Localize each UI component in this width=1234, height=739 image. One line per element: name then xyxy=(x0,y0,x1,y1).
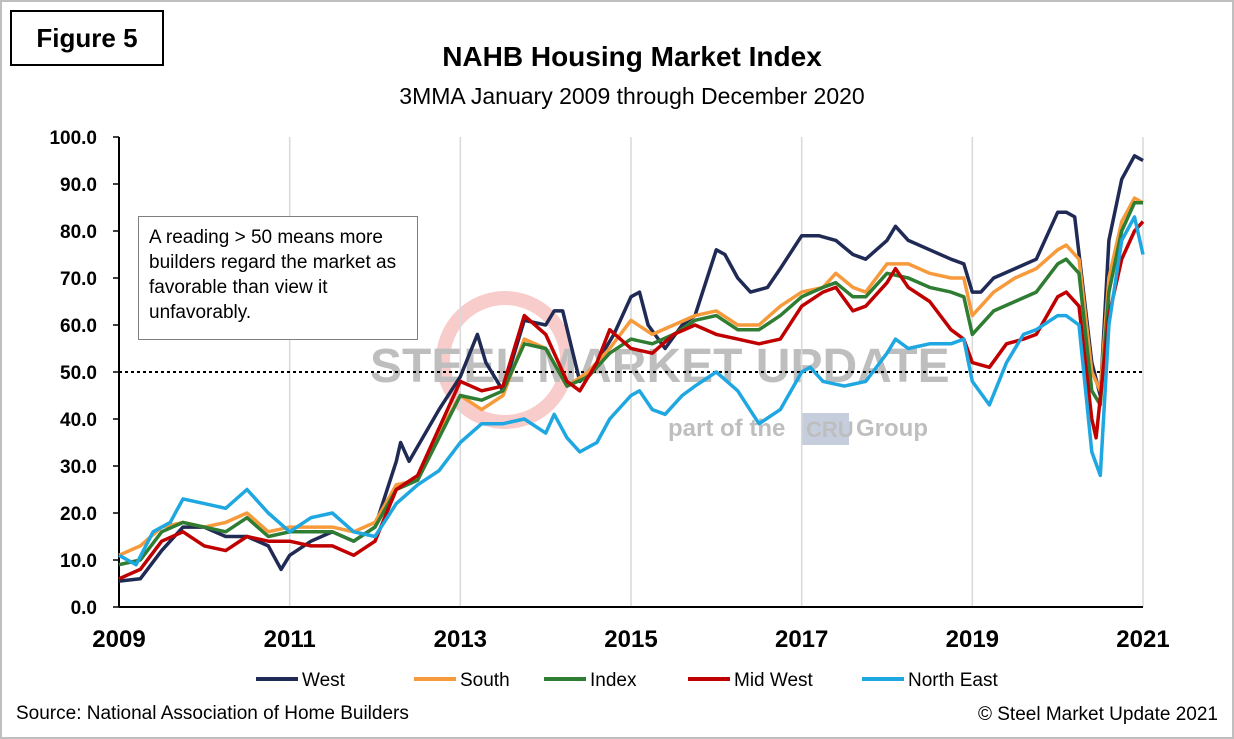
y-tick-60.0: 60.0 xyxy=(60,316,97,337)
watermark-tagline-mark: CRU xyxy=(806,417,854,442)
series-line-north-east xyxy=(118,215,1145,567)
x-tick-2021: 2021 xyxy=(1116,626,1169,653)
legend-label-west: West xyxy=(302,670,346,691)
series-line-mid-west xyxy=(118,220,1145,581)
x-tick-2011: 2011 xyxy=(264,626,316,653)
watermark-mark-box xyxy=(801,413,849,445)
legend-label-mid-west: Mid West xyxy=(734,670,814,691)
legend-label-south: South xyxy=(460,670,510,691)
y-tick-100.0: 100.0 xyxy=(49,128,97,149)
y-tick-20.0: 20.0 xyxy=(60,504,97,525)
copyright-note: © Steel Market Update 2021 xyxy=(977,704,1218,725)
y-tick-50.0: 50.0 xyxy=(60,363,97,384)
legend-label-index: Index xyxy=(590,670,637,691)
x-tick-2019: 2019 xyxy=(946,626,999,653)
figure-label: Figure 5 xyxy=(10,10,164,66)
x-tick-2015: 2015 xyxy=(604,626,657,653)
y-tick-80.0: 80.0 xyxy=(60,222,97,243)
series-line-south xyxy=(118,196,1144,557)
x-tick-labels: 2009 2011 2013 2015 2017 2019 2021 xyxy=(92,626,1169,653)
y-tick-40.0: 40.0 xyxy=(60,410,97,431)
y-tick-labels: 0.0 10.0 20.0 30.0 40.0 50.0 60.0 70.0 80.0 90.0 1… xyxy=(49,128,97,619)
chart-title: NAHB Housing Market Index xyxy=(442,41,822,72)
watermark-tagline-post: Group xyxy=(856,415,928,442)
y-tick-70.0: 70.0 xyxy=(60,269,97,290)
source-note: Source: National Association of Home Bui… xyxy=(16,703,409,724)
x-tick-2017: 2017 xyxy=(775,626,828,653)
series-lines xyxy=(118,154,1145,583)
y-tick-90.0: 90.0 xyxy=(60,175,97,196)
x-tick-2013: 2013 xyxy=(434,626,487,653)
annotation-box: A reading > 50 means more builders regar… xyxy=(138,216,418,340)
y-tick-0.0: 0.0 xyxy=(71,598,97,619)
y-tick-10.0: 10.0 xyxy=(60,551,97,572)
x-tick-2009: 2009 xyxy=(92,626,145,653)
series-line-index xyxy=(118,201,1143,567)
chart-subtitle: 3MMA January 2009 through December 2020 xyxy=(399,83,864,109)
y-tick-30.0: 30.0 xyxy=(60,457,97,478)
legend: West South Index Mid West North East xyxy=(256,670,998,691)
legend-label-north-east: North East xyxy=(908,670,998,691)
